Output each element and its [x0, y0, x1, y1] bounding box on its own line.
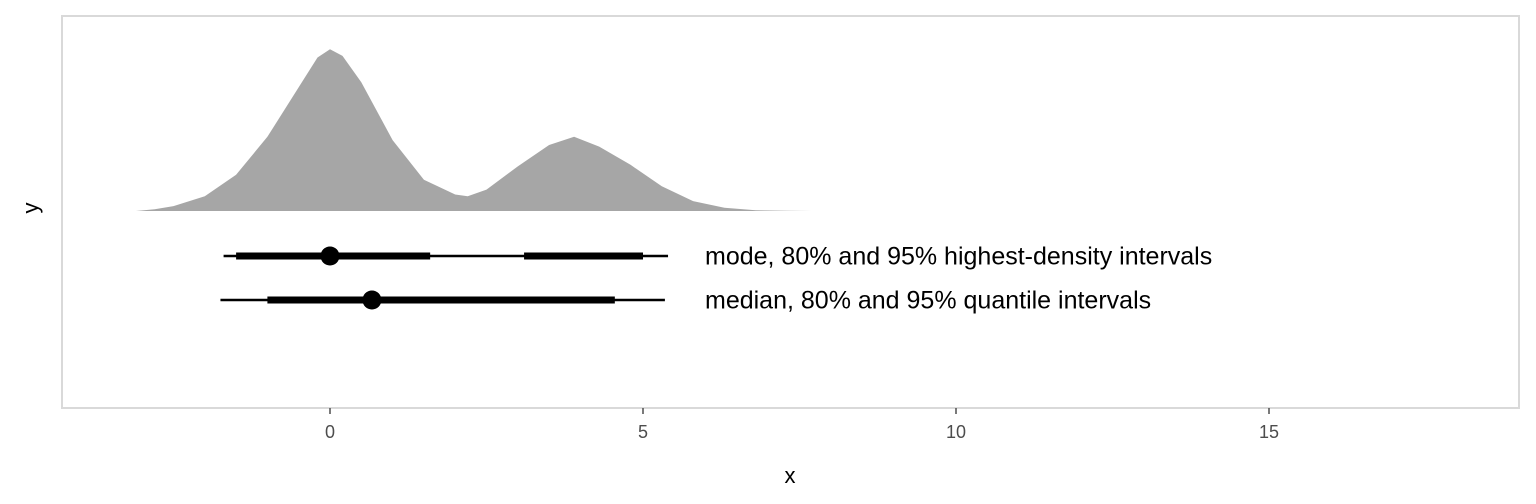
panel-border [61, 15, 1520, 409]
x-tick-label: 5 [638, 422, 648, 442]
x-tick-label: 10 [946, 422, 966, 442]
interval-label: mode, 80% and 95% highest-density interv… [705, 243, 1212, 271]
point-estimate [320, 246, 340, 266]
interval-label: median, 80% and 95% quantile intervals [705, 287, 1151, 315]
interval-layer: mode, 80% and 95% highest-density interv… [220, 243, 1212, 315]
x-tick-label: 15 [1259, 422, 1279, 442]
x-axis-title: x [785, 463, 796, 488]
x-tick-label: 0 [325, 422, 335, 442]
point-estimate [362, 290, 382, 310]
y-axis-title: y [18, 203, 43, 214]
x-axis: 0 5 10 15 [325, 408, 1279, 442]
density-area [135, 49, 812, 211]
